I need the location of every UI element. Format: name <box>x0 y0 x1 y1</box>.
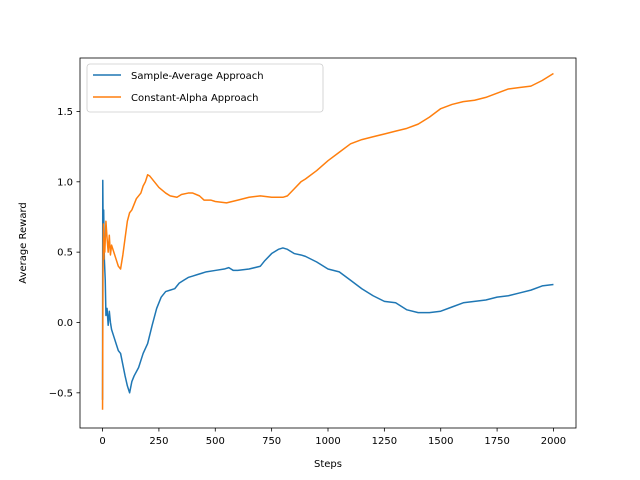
x-tick-label: 250 <box>149 436 168 447</box>
x-axis-ticks: 0 250 500 750 1000 1250 1500 1750 2000 <box>99 428 566 447</box>
y-tick-label: 1.0 <box>57 177 73 188</box>
x-tick-label: 1500 <box>428 436 453 447</box>
series-layer <box>101 72 554 410</box>
y-tick-label: 1.5 <box>57 107 73 118</box>
legend-label-sample-average: Sample-Average Approach <box>131 71 264 82</box>
x-tick-label: 1250 <box>372 436 397 447</box>
x-tick-label: 2000 <box>541 436 566 447</box>
series-line-1 <box>101 72 554 410</box>
plot-background <box>80 58 576 428</box>
x-tick-label: 1750 <box>484 436 509 447</box>
y-tick-label: −0.5 <box>49 388 73 399</box>
y-tick-label: 0.0 <box>57 318 73 329</box>
series-line-0 <box>101 179 554 400</box>
x-tick-label: 0 <box>99 436 105 447</box>
legend-box <box>86 63 324 113</box>
y-axis-label: Average Reward <box>18 202 29 283</box>
y-tick-label: 0.5 <box>57 248 73 259</box>
x-tick-label: 750 <box>262 436 281 447</box>
legend-label-constant-alpha: Constant-Alpha Approach <box>131 93 258 104</box>
y-axis-ticks: −0.5 0.0 0.5 1.0 1.5 <box>49 107 80 399</box>
x-tick-label: 1000 <box>315 436 340 447</box>
legend: Sample-Average Approach Constant-Alpha A… <box>86 63 324 113</box>
x-tick-label: 500 <box>206 436 225 447</box>
x-axis-label: Steps <box>314 459 342 470</box>
